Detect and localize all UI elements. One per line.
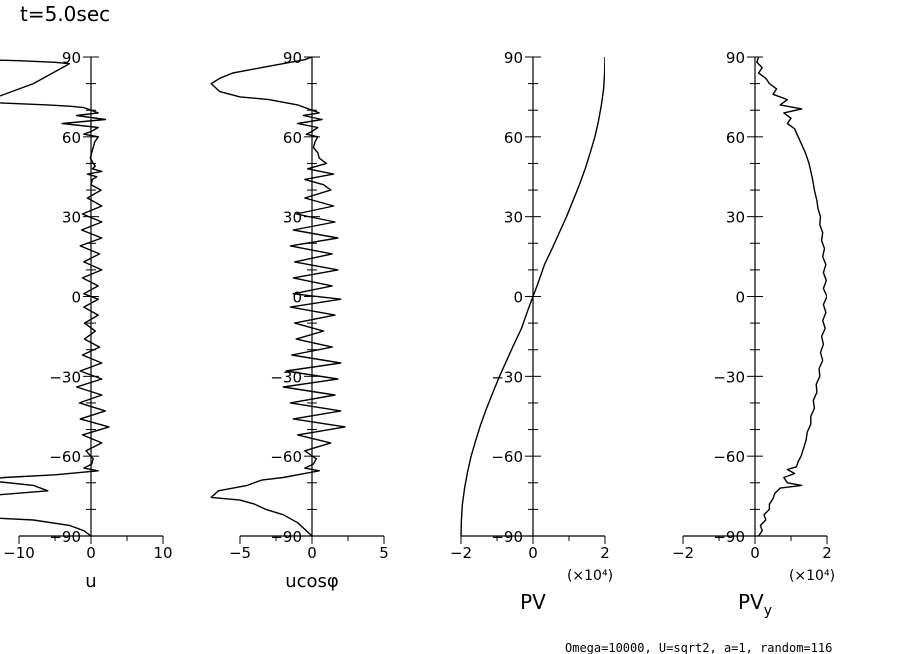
footer-params: Omega=10000, U=sqrt2, a=1, random=116 <box>565 641 832 654</box>
y-tick-label: 0 <box>735 289 745 307</box>
x-axis-label: PVy <box>738 590 772 619</box>
y-tick-label: 60 <box>283 129 302 147</box>
y-tick-label: −90 <box>270 528 302 546</box>
y-tick-label: 0 <box>71 289 81 307</box>
y-tick-label: −90 <box>713 528 745 546</box>
panel-pv: −90 −60 −30 0 30 60 90 −2 0 2 (×10⁴) PV <box>450 49 613 614</box>
y-tick-label: 30 <box>726 209 745 227</box>
x-tick-label: 0 <box>86 544 96 562</box>
y-tick-label: 30 <box>62 209 81 227</box>
y-tick-label: −30 <box>491 368 523 386</box>
x-tick-label: −10 <box>3 544 35 562</box>
x-axis-label: PV <box>520 590 546 614</box>
y-tick-label: 0 <box>292 289 302 307</box>
x-tick-label: 0 <box>307 544 317 562</box>
x-axis-label: ucosφ <box>285 571 339 592</box>
x-tick-label: 5 <box>379 544 389 562</box>
x-tick-label: −5 <box>229 544 251 562</box>
y-tick-label: 90 <box>62 49 81 67</box>
series-line-u <box>0 59 110 537</box>
x-tick-label: 10 <box>153 544 172 562</box>
y-tick-label: −30 <box>713 368 745 386</box>
y-tick-label: 90 <box>726 49 745 67</box>
x-tick-label: −2 <box>450 544 472 562</box>
series-line-pvy <box>756 56 827 537</box>
panel-u: −90 −60 −30 0 30 60 90 −10 0 10 u <box>0 49 173 592</box>
y-tick-label: −90 <box>49 528 81 546</box>
x-tick-label: 2 <box>822 544 832 562</box>
x-tick-label: 0 <box>750 544 760 562</box>
x-tick-label: 0 <box>528 544 538 562</box>
y-tick-label: 90 <box>504 49 523 67</box>
y-tick-label: 60 <box>62 129 81 147</box>
y-tick-label: −30 <box>49 368 81 386</box>
x-axis-label-main: PV <box>738 590 764 614</box>
panel-pvy: −90 −60 −30 0 30 60 90 −2 0 2 (×10⁴) PVy <box>672 49 835 619</box>
y-tick-label: −60 <box>49 448 81 466</box>
y-tick-label: −90 <box>491 528 523 546</box>
x-axis-label-subscript: y <box>764 603 772 619</box>
series-line-pv <box>460 56 605 537</box>
x-tick-label: 2 <box>600 544 610 562</box>
y-tick-label: −60 <box>713 448 745 466</box>
y-tick-label: −60 <box>270 448 302 466</box>
y-tick-label: 60 <box>504 129 523 147</box>
x-multiplier-label: (×10⁴) <box>567 568 613 584</box>
time-label: t=5.0sec <box>20 2 110 26</box>
x-tick-label: −2 <box>672 544 694 562</box>
series-line-ucos <box>210 56 346 537</box>
y-tick-label: −60 <box>491 448 523 466</box>
x-axis-label-main: ucosφ <box>285 571 339 592</box>
y-tick-label: 60 <box>726 129 745 147</box>
y-tick-label: 30 <box>504 209 523 227</box>
x-axis-label-main: u <box>85 571 96 592</box>
x-axis-label-main: PV <box>520 590 546 614</box>
y-tick-label: 0 <box>513 289 523 307</box>
y-tick-label: 30 <box>283 209 302 227</box>
x-axis-label: u <box>85 571 96 592</box>
y-tick-label: 90 <box>283 49 302 67</box>
x-multiplier-label: (×10⁴) <box>789 568 835 584</box>
